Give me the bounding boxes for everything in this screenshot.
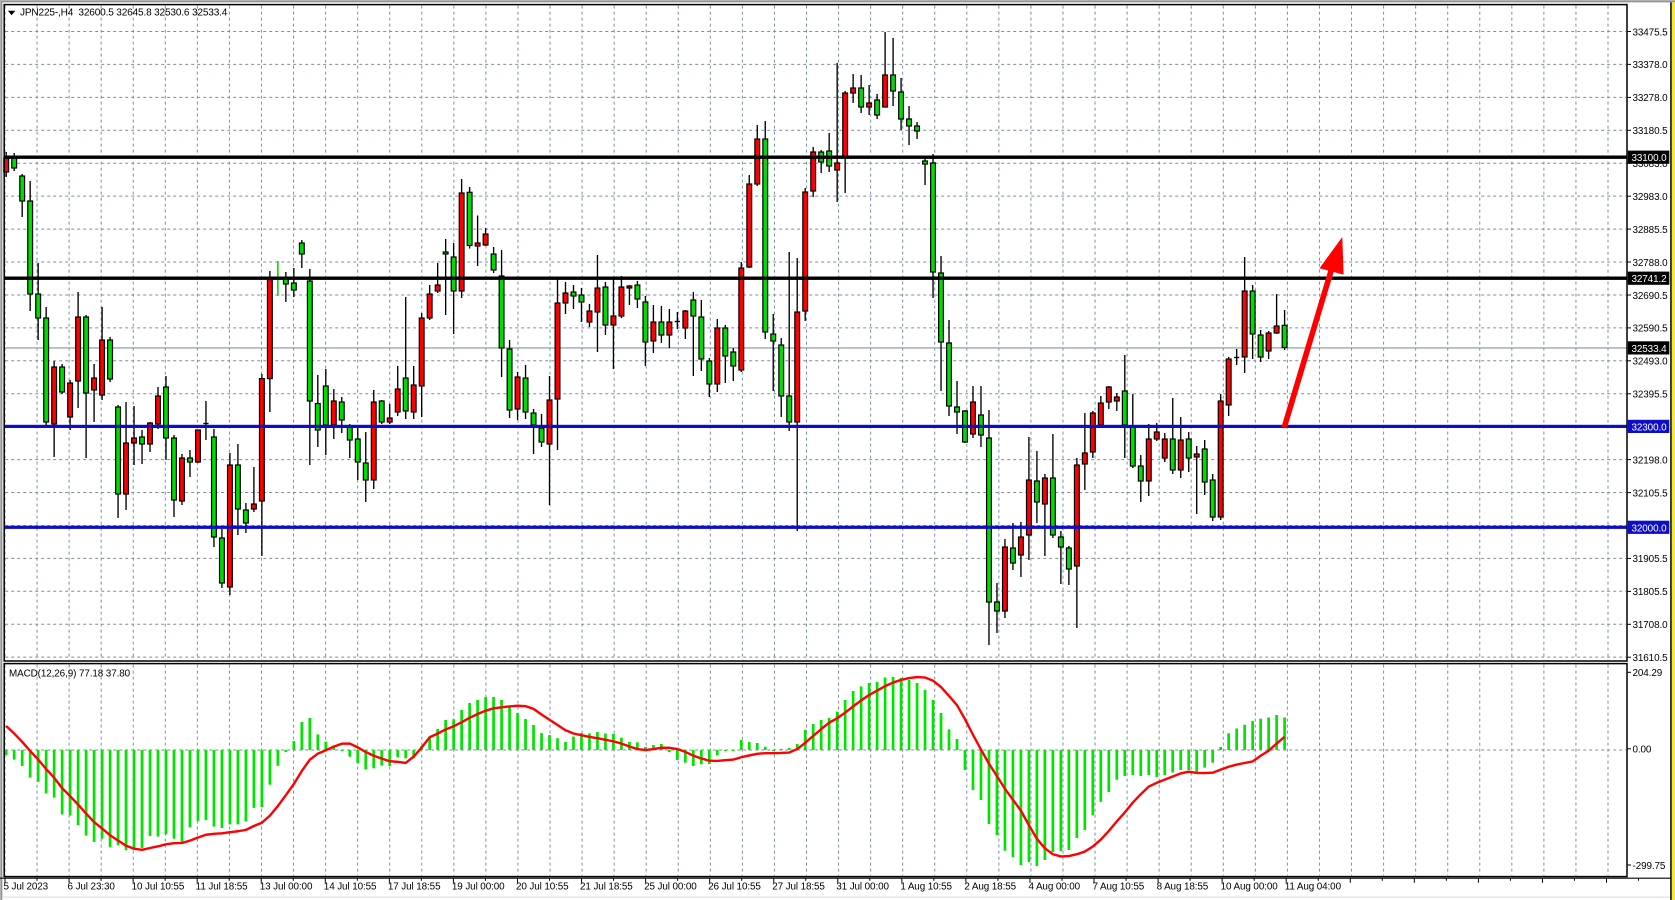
svg-text:33475.5: 33475.5	[1633, 27, 1669, 38]
svg-text:32983.0: 32983.0	[1633, 192, 1669, 203]
svg-text:32493.0: 32493.0	[1633, 357, 1669, 368]
svg-text:4 Aug 00:00: 4 Aug 00:00	[1028, 881, 1080, 892]
svg-text:32741.2: 32741.2	[1632, 274, 1667, 285]
svg-text:11 Jul 18:55: 11 Jul 18:55	[196, 881, 248, 892]
svg-text:32198.0: 32198.0	[1633, 455, 1669, 466]
svg-text:31805.5: 31805.5	[1633, 587, 1669, 598]
svg-text:31708.0: 31708.0	[1633, 620, 1669, 631]
svg-text:204.29: 204.29	[1633, 668, 1663, 679]
svg-text:33378.0: 33378.0	[1633, 60, 1669, 71]
svg-text:10 Jul 10:55: 10 Jul 10:55	[132, 881, 185, 892]
svg-text:-299.75: -299.75	[1633, 861, 1666, 872]
svg-text:31 Jul 00:00: 31 Jul 00:00	[836, 881, 889, 892]
svg-text:1 Aug 10:55: 1 Aug 10:55	[900, 881, 952, 892]
svg-text:6 Jul 23:30: 6 Jul 23:30	[68, 881, 116, 892]
svg-text:13 Jul 00:00: 13 Jul 00:00	[260, 881, 313, 892]
svg-text:32690.5: 32690.5	[1633, 291, 1669, 302]
svg-text:JPN225-,H4 32600.5 32645.8 32: JPN225-,H4 32600.5 32645.8 32530.6 32533…	[20, 7, 228, 18]
svg-text:5 Jul 2023: 5 Jul 2023	[4, 881, 49, 892]
svg-text:19 Jul 00:00: 19 Jul 00:00	[452, 881, 505, 892]
svg-text:33100.0: 33100.0	[1632, 153, 1668, 164]
svg-text:32000.0: 32000.0	[1632, 523, 1668, 534]
svg-text:7 Aug 10:55: 7 Aug 10:55	[1093, 881, 1145, 892]
svg-text:31610.5: 31610.5	[1633, 653, 1669, 664]
svg-text:32395.5: 32395.5	[1633, 390, 1669, 401]
svg-text:26 Jul 10:55: 26 Jul 10:55	[708, 881, 761, 892]
svg-text:0.00: 0.00	[1633, 745, 1652, 756]
svg-text:10 Aug 00:00: 10 Aug 00:00	[1221, 881, 1279, 892]
svg-text:17 Jul 18:55: 17 Jul 18:55	[388, 881, 441, 892]
svg-text:33180.5: 33180.5	[1633, 126, 1669, 137]
svg-text:32885.5: 32885.5	[1633, 225, 1669, 236]
svg-text:31905.5: 31905.5	[1633, 554, 1669, 565]
svg-text:8 Aug 18:55: 8 Aug 18:55	[1157, 881, 1209, 892]
svg-text:14 Jul 10:55: 14 Jul 10:55	[324, 881, 377, 892]
svg-text:32788.0: 32788.0	[1633, 258, 1669, 269]
svg-text:25 Jul 00:00: 25 Jul 00:00	[644, 881, 697, 892]
svg-text:MACD(12,26,9) 77.18 37.80: MACD(12,26,9) 77.18 37.80	[9, 669, 131, 680]
svg-text:33083.0: 33083.0	[1633, 159, 1669, 170]
svg-text:11 Aug 04:00: 11 Aug 04:00	[1285, 881, 1342, 892]
svg-text:27 Jul 18:55: 27 Jul 18:55	[772, 881, 825, 892]
svg-text:32533.4: 32533.4	[1632, 344, 1668, 355]
svg-text:20 Jul 10:55: 20 Jul 10:55	[516, 881, 569, 892]
svg-text:32300.0: 32300.0	[1632, 422, 1668, 433]
svg-text:2 Aug 18:55: 2 Aug 18:55	[964, 881, 1016, 892]
svg-text:32105.5: 32105.5	[1633, 488, 1669, 499]
svg-text:33278.0: 33278.0	[1633, 93, 1669, 104]
svg-text:32590.5: 32590.5	[1633, 324, 1669, 335]
svg-text:21 Jul 18:55: 21 Jul 18:55	[580, 881, 633, 892]
